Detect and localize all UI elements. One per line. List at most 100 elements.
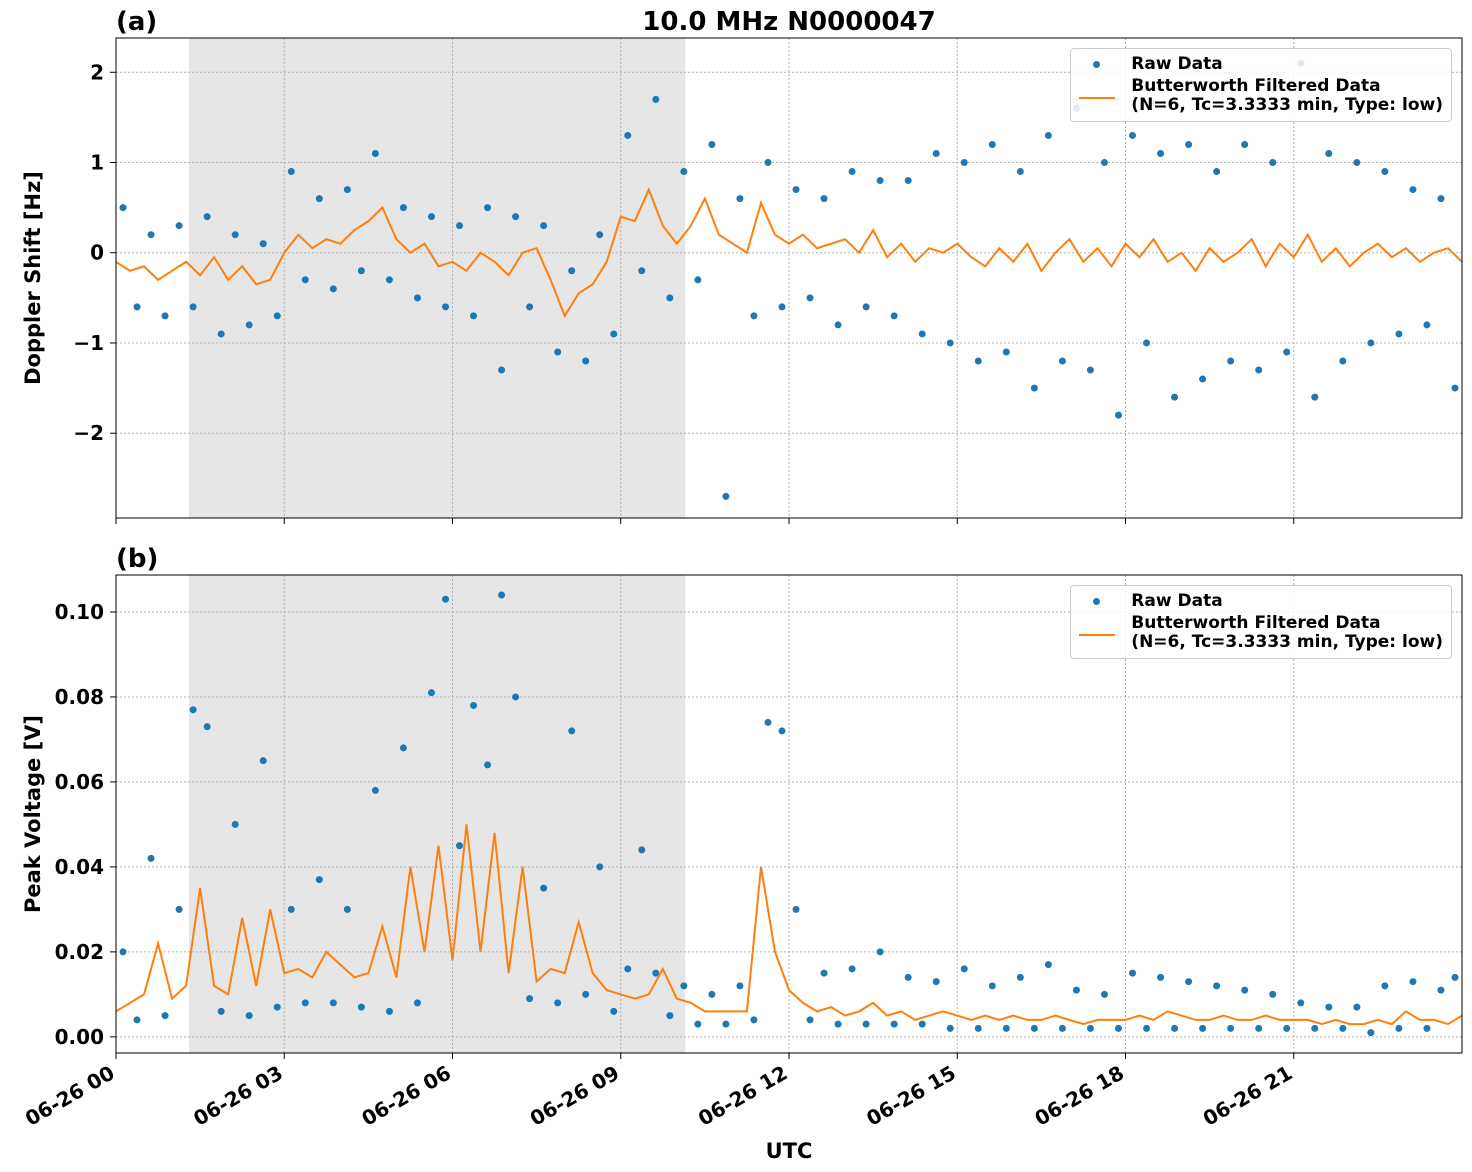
raw-point xyxy=(484,761,492,769)
raw-point xyxy=(1227,357,1235,365)
raw-point xyxy=(1409,186,1417,194)
raw-point xyxy=(988,982,996,990)
raw-point xyxy=(1129,131,1137,139)
raw-point xyxy=(680,168,688,176)
raw-point xyxy=(217,330,225,338)
raw-point xyxy=(932,149,940,157)
raw-point xyxy=(904,973,912,981)
raw-point xyxy=(427,689,435,697)
raw-point xyxy=(399,204,407,212)
legend-key xyxy=(1079,77,1116,99)
raw-point xyxy=(315,876,323,884)
raw-point xyxy=(652,969,660,977)
raw-point xyxy=(610,330,618,338)
y-axis-label: Doppler Shift [Hz] xyxy=(21,171,45,385)
x-tick-label: 06-26 00 xyxy=(21,1061,119,1131)
raw-point xyxy=(413,294,421,302)
raw-point xyxy=(820,969,828,977)
raw-point xyxy=(1451,384,1459,392)
raw-point xyxy=(1297,999,1305,1007)
raw-point xyxy=(1283,1024,1291,1032)
raw-point xyxy=(862,1020,870,1028)
raw-point xyxy=(1171,393,1179,401)
raw-point xyxy=(848,168,856,176)
raw-point xyxy=(1086,366,1094,374)
raw-point xyxy=(357,267,365,275)
raw-point xyxy=(1269,159,1277,167)
raw-point xyxy=(1213,982,1221,990)
raw-point xyxy=(1423,321,1431,329)
raw-point xyxy=(736,195,744,203)
raw-point xyxy=(1423,1024,1431,1032)
raw-point xyxy=(526,995,534,1003)
raw-point xyxy=(1143,339,1151,347)
raw-point xyxy=(1100,159,1108,167)
raw-point xyxy=(834,321,842,329)
raw-point xyxy=(974,1024,982,1032)
raw-point xyxy=(231,820,239,828)
raw-point xyxy=(147,854,155,862)
raw-point xyxy=(301,276,309,284)
raw-point xyxy=(301,999,309,1007)
x-tick-label: 06-26 12 xyxy=(694,1061,792,1131)
raw-point xyxy=(918,1020,926,1028)
legend-key xyxy=(1079,614,1116,636)
raw-point xyxy=(133,303,141,311)
raw-point xyxy=(203,213,211,221)
axes-frame xyxy=(115,37,1463,519)
legend-entry: Raw Data xyxy=(1079,592,1443,612)
raw-point xyxy=(876,177,884,185)
raw-point xyxy=(315,195,323,203)
raw-point xyxy=(1072,986,1080,994)
raw-point xyxy=(189,706,197,714)
raw-point xyxy=(610,1007,618,1015)
raw-point xyxy=(1283,348,1291,356)
raw-point xyxy=(666,294,674,302)
panel-label: (a) xyxy=(116,7,157,37)
y-tick-label: −2 xyxy=(73,421,104,445)
raw-point xyxy=(1367,1029,1375,1037)
raw-point xyxy=(119,204,127,212)
raw-point xyxy=(820,195,828,203)
raw-point xyxy=(596,231,604,239)
raw-point xyxy=(1395,1024,1403,1032)
raw-point xyxy=(736,982,744,990)
raw-point xyxy=(441,303,449,311)
legend-swatch xyxy=(1093,61,1101,68)
raw-point xyxy=(582,357,590,365)
raw-point xyxy=(582,990,590,998)
y-tick-label: 0.00 xyxy=(55,1025,104,1049)
raw-point xyxy=(1114,411,1122,419)
raw-point xyxy=(1086,1024,1094,1032)
raw-point xyxy=(540,222,548,230)
axes-frame xyxy=(115,574,1463,1054)
x-tick-label: 06-26 09 xyxy=(526,1061,624,1131)
raw-point xyxy=(932,978,940,986)
raw-point xyxy=(904,177,912,185)
raw-point xyxy=(722,1020,730,1028)
raw-point xyxy=(1129,969,1137,977)
raw-point xyxy=(357,1003,365,1011)
raw-point xyxy=(1381,982,1389,990)
raw-point xyxy=(1339,1024,1347,1032)
raw-point xyxy=(1381,168,1389,176)
x-tick-label: 06-26 06 xyxy=(357,1061,455,1131)
y-tick-label: 1 xyxy=(90,151,104,175)
raw-point xyxy=(694,1020,702,1028)
raw-point xyxy=(568,267,576,275)
raw-point xyxy=(343,905,351,913)
raw-point xyxy=(1185,978,1193,986)
raw-point xyxy=(638,846,646,854)
raw-point xyxy=(680,982,688,990)
raw-point xyxy=(427,213,435,221)
raw-point xyxy=(596,863,604,871)
raw-point xyxy=(1058,357,1066,365)
raw-point xyxy=(1058,1024,1066,1032)
plot-area xyxy=(116,38,1462,518)
raw-point xyxy=(1241,986,1249,994)
shaded-span xyxy=(188,575,686,1053)
raw-point xyxy=(638,267,646,275)
raw-point xyxy=(1100,990,1108,998)
legend-entry: Butterworth Filtered Data (N=6, Tc=3.333… xyxy=(1079,77,1443,115)
raw-point xyxy=(287,905,295,913)
